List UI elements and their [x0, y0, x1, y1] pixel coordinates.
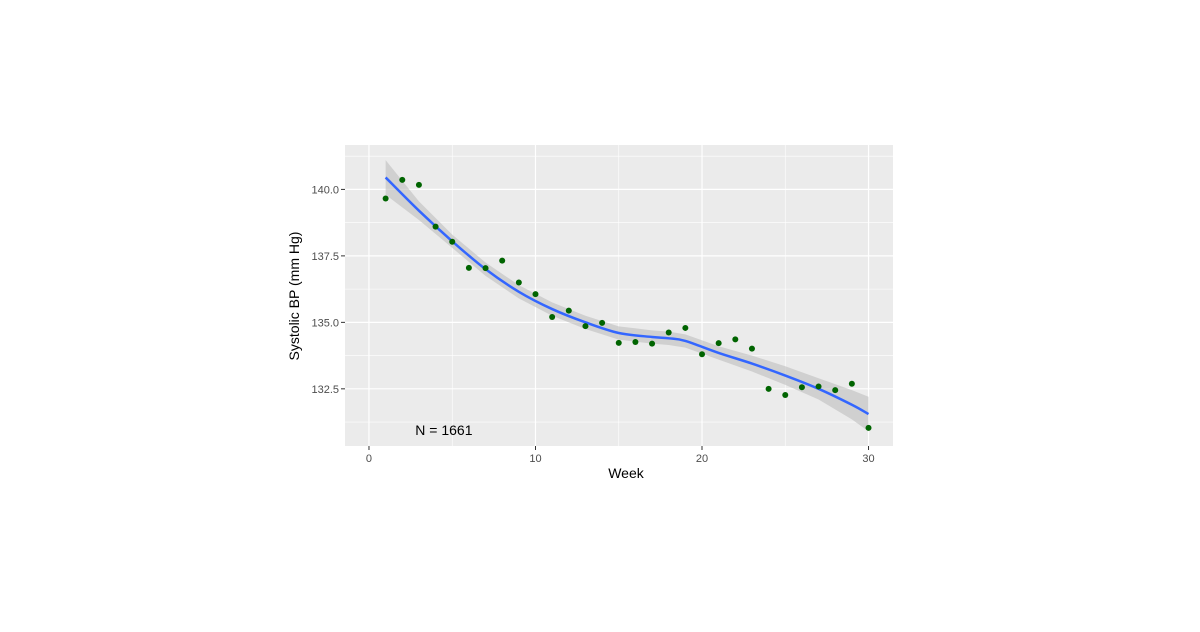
data-point [582, 323, 589, 330]
axis-ticks: 0 10 20 30 132.5 135.0 137.5 140.0 [311, 184, 874, 465]
data-point [499, 257, 506, 264]
data-point [682, 324, 689, 331]
data-point [382, 195, 389, 202]
data-point [699, 351, 706, 358]
data-point [515, 279, 522, 286]
x-tick-label: 30 [862, 453, 874, 465]
data-point [665, 329, 672, 336]
data-point [748, 345, 755, 352]
data-point [482, 265, 489, 272]
x-tick-label: 20 [696, 453, 708, 465]
annotation-n: N = 1661 [415, 422, 472, 438]
data-point [549, 314, 556, 321]
y-tick-label: 137.5 [311, 251, 339, 263]
data-point [832, 387, 839, 394]
data-point [649, 340, 656, 347]
data-point [599, 319, 606, 326]
y-tick-label: 132.5 [311, 384, 339, 396]
y-tick-label: 140.0 [311, 184, 339, 196]
confidence-band [385, 160, 869, 432]
smooth-line [384, 176, 870, 416]
x-tick-label: 10 [529, 453, 541, 465]
y-tick-label: 135.0 [311, 317, 339, 329]
data-point [532, 291, 539, 298]
data-point [632, 339, 639, 346]
data-point [465, 264, 472, 271]
x-tick-label: 0 [366, 453, 372, 465]
data-point [865, 424, 872, 431]
data-point [449, 238, 456, 245]
data-point [782, 391, 789, 398]
data-point [565, 307, 572, 314]
x-axis-title: Week [608, 465, 645, 481]
data-point [848, 380, 855, 387]
data-point [798, 384, 805, 391]
data-point [415, 181, 422, 188]
data-point [715, 340, 722, 347]
data-point [615, 339, 622, 346]
data-point [432, 223, 439, 230]
data-point [732, 336, 739, 343]
data-point [765, 385, 772, 392]
smooth-fit-line [384, 176, 870, 416]
y-axis-title: Systolic BP (mm Hg) [286, 232, 302, 361]
data-points [382, 176, 872, 431]
data-point [399, 176, 406, 183]
data-point [815, 383, 822, 390]
confidence-band-area [385, 160, 869, 432]
